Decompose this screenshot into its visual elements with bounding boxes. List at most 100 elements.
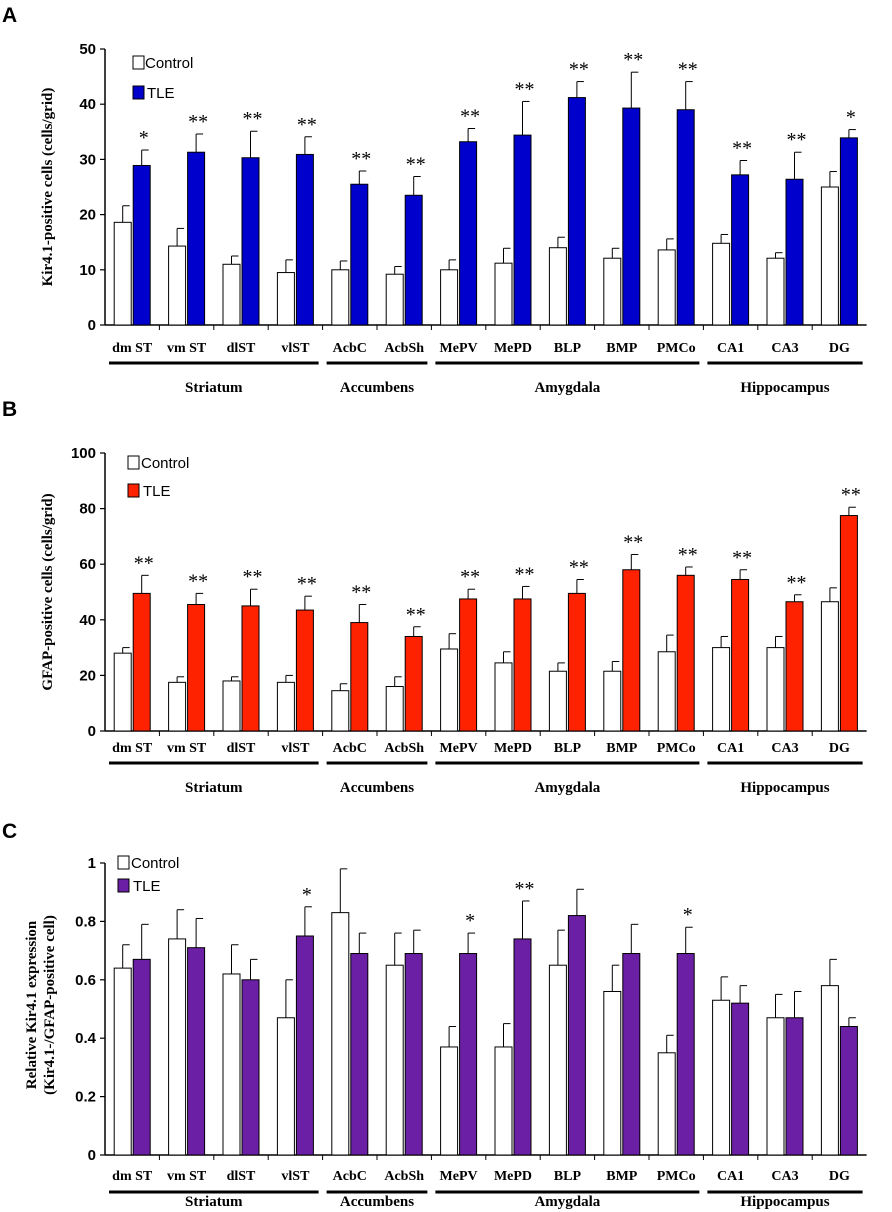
panel-c-legend: Control TLE [117, 855, 179, 895]
y-tick-label: 0 [88, 1147, 96, 1164]
category-label: BMP [606, 741, 638, 756]
category-label: CA3 [771, 741, 798, 756]
tle-bar [785, 1017, 804, 1156]
panel-b: B Control TLE GFAP-positive cells (cells… [2, 398, 867, 796]
control-bar [222, 263, 241, 326]
significance-marker: ** [297, 573, 317, 595]
category-label: vm ST [167, 1169, 207, 1184]
tle-bar [622, 569, 641, 732]
category-label: AcbC [333, 1169, 367, 1184]
control-bar [276, 681, 295, 732]
tle-bar [839, 515, 858, 732]
tle-bar [567, 592, 586, 732]
category-label: dlST [227, 341, 256, 356]
tle-bar [241, 979, 260, 1156]
control-bar [385, 964, 404, 1156]
tle-bar [622, 107, 641, 326]
significance-marker: ** [678, 59, 698, 81]
control-bar [276, 272, 295, 326]
tle-bar [404, 953, 423, 1156]
category-label: vm ST [167, 341, 207, 356]
category-label: BLP [554, 741, 582, 756]
tle-bar [404, 194, 423, 326]
control-bar [657, 1052, 676, 1156]
tle-bar [785, 601, 804, 732]
region-group-label: Accumbens [340, 1194, 414, 1210]
control-bar [820, 985, 839, 1156]
category-label: BLP [554, 341, 582, 356]
significance-marker: ** [623, 531, 643, 553]
category-label: BMP [606, 1169, 638, 1184]
significance-marker: * [139, 127, 149, 149]
significance-marker: ** [406, 154, 426, 176]
legend-tle-swatch [117, 878, 130, 893]
control-bar [603, 670, 622, 732]
significance-marker: * [465, 910, 475, 932]
control-bar [222, 680, 241, 732]
region-group-label: Hippocampus [740, 780, 829, 796]
control-bar [113, 221, 132, 326]
significance-marker: ** [351, 582, 371, 604]
significance-marker: ** [515, 878, 535, 900]
panel-a-y-axis-title: Kir4.1-positive cells (cells/grid) [40, 88, 56, 287]
control-bar [766, 647, 785, 732]
tle-bar [731, 174, 750, 326]
region-group-label: Striatum [185, 780, 243, 796]
significance-marker: ** [460, 566, 480, 588]
control-bar [168, 938, 187, 1156]
category-label: MePD [494, 1169, 532, 1184]
tle-bar [459, 598, 478, 732]
category-label: BMP [606, 341, 638, 356]
tle-bar [132, 958, 151, 1156]
control-bar [168, 681, 187, 732]
category-label: CA3 [771, 1169, 798, 1184]
control-bar [548, 670, 567, 732]
tle-bar [241, 157, 260, 326]
tle-bar [567, 97, 586, 326]
category-label: MePD [494, 341, 532, 356]
significance-marker: ** [787, 572, 807, 594]
category-label: CA1 [717, 1169, 744, 1184]
control-bar [603, 257, 622, 326]
region-group-label: Amygdala [534, 380, 600, 396]
y-tick-label: 40 [79, 96, 96, 113]
tle-bar [132, 592, 151, 732]
panel-c-letter: C [2, 820, 17, 843]
y-tick-label: 80 [79, 501, 96, 518]
y-tick-label: 0 [88, 723, 96, 740]
significance-marker: ** [787, 129, 807, 151]
control-bar [657, 651, 676, 732]
control-bar [331, 690, 350, 732]
region-group-label: Accumbens [340, 380, 414, 396]
tle-bar [295, 935, 314, 1156]
category-label: AcbC [333, 741, 367, 756]
tle-bar [350, 953, 369, 1156]
category-label: dlST [227, 1169, 256, 1184]
y-tick-label: 0.4 [75, 1030, 97, 1047]
y-tick-label: 50 [79, 41, 96, 58]
control-bar [548, 964, 567, 1156]
significance-marker: ** [678, 544, 698, 566]
category-label: MePD [494, 741, 532, 756]
significance-marker: ** [351, 148, 371, 170]
y-axis-title: Kir4.1-positive cells (cells/grid) [40, 88, 56, 287]
legend-control-label: Control [141, 455, 189, 472]
control-bar [168, 245, 187, 326]
category-label: dm ST [112, 341, 153, 356]
region-group-label: Hippocampus [740, 380, 829, 396]
y-axis-title-line2: (Kir4.1-/GFAP-positive cell) [42, 915, 58, 1095]
significance-marker: ** [243, 566, 263, 588]
y-tick-label: 0.8 [75, 913, 96, 930]
control-bar [820, 601, 839, 732]
tle-bar [350, 622, 369, 732]
category-label: PMCo [657, 341, 696, 356]
control-bar [603, 990, 622, 1156]
significance-marker: * [683, 904, 693, 926]
control-bar [276, 1017, 295, 1156]
category-label: PMCo [657, 741, 696, 756]
legend-tle-swatch [132, 85, 145, 100]
significance-marker: ** [841, 484, 861, 506]
control-bar [494, 262, 513, 326]
category-label: CA1 [717, 741, 744, 756]
